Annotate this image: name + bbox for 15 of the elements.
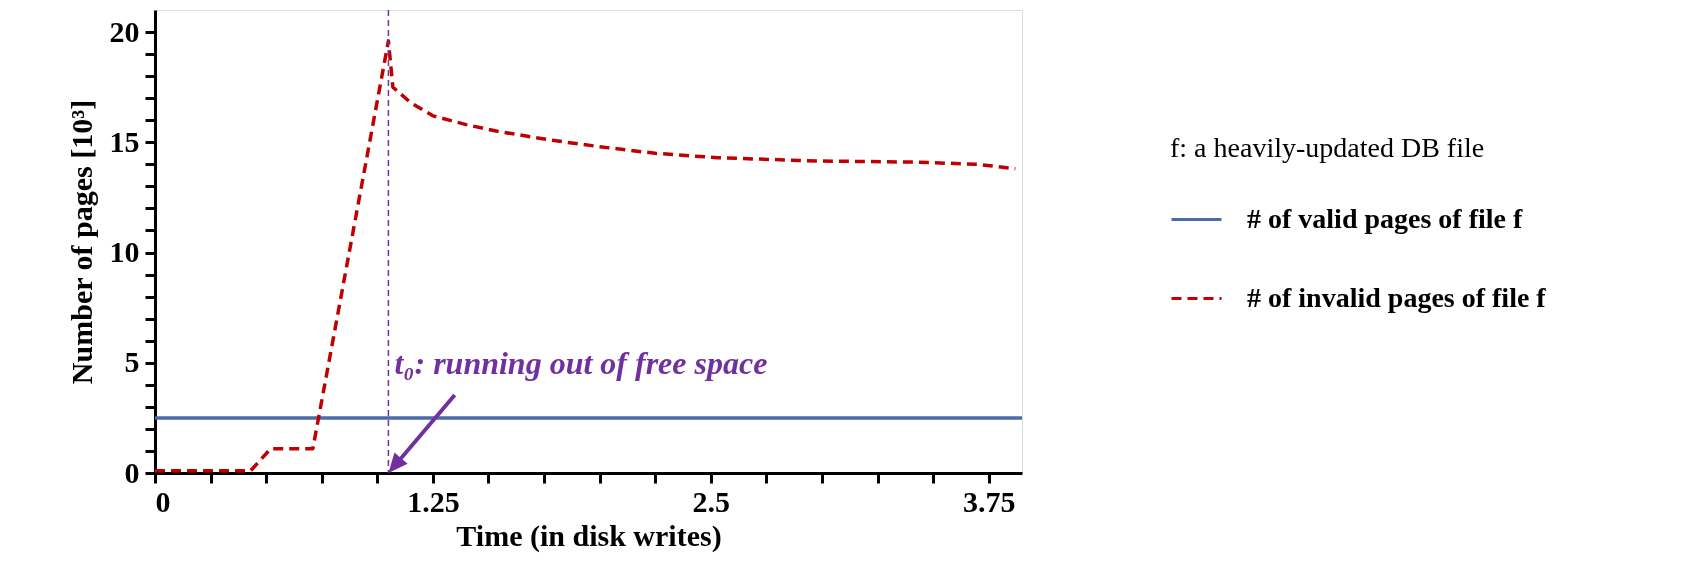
x-tick-label: 0 xyxy=(155,484,171,518)
y-tick-label: 5 xyxy=(124,345,140,379)
annotation: t₀: running out of free space xyxy=(394,345,768,381)
x-tick-label: 3.75 xyxy=(962,484,1016,518)
legend-label: # of invalid pages of file f xyxy=(1247,281,1547,313)
y-tick-label: 20 xyxy=(109,14,140,48)
legend-label: # of valid pages of file f xyxy=(1247,202,1523,234)
y-tick-label: 10 xyxy=(109,235,140,269)
y-tick-label: 15 xyxy=(109,124,140,158)
x-axis-title: Time (in disk writes) xyxy=(456,518,722,553)
y-tick-label: 0 xyxy=(124,455,140,489)
x-tick-label: 1.25 xyxy=(407,484,460,518)
y-axis-title: Number of pages [10³] xyxy=(64,99,98,385)
legend-title: f: a heavily-updated DB file xyxy=(1170,132,1485,163)
x-tick-label: 2.5 xyxy=(692,484,731,518)
